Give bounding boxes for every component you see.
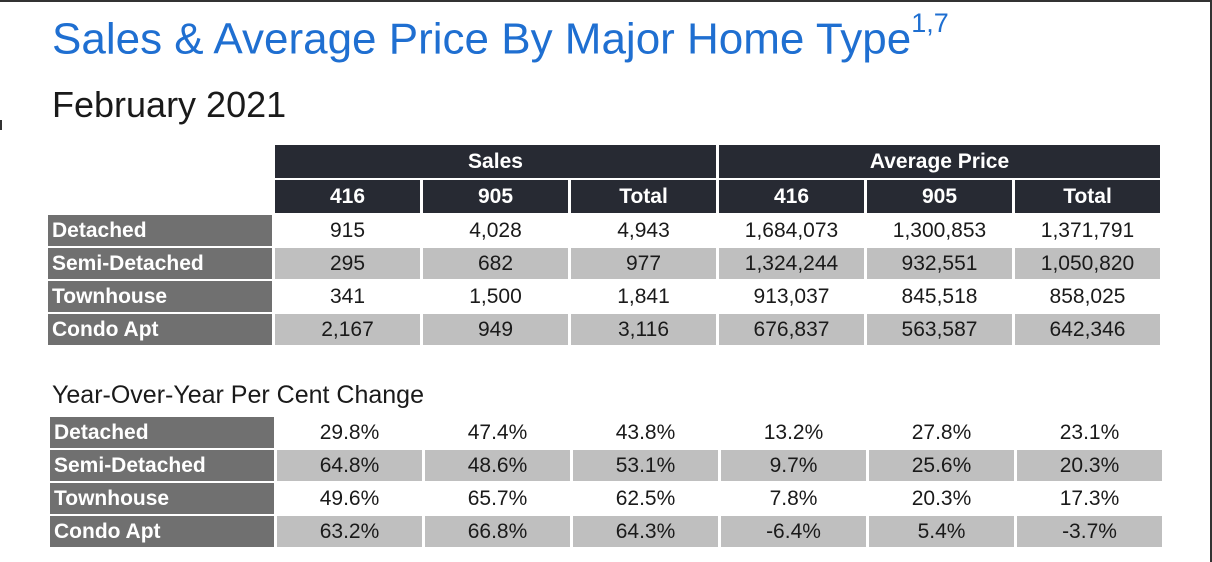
table-row: Townhouse 341 1,500 1,841 913,037 845,51… — [48, 281, 1160, 312]
table-cell: 858,025 — [1049, 285, 1126, 308]
col-header-price-416: 416 — [719, 180, 864, 213]
table-cell: 932,551 — [867, 248, 1012, 279]
row-label: Detached — [50, 417, 274, 448]
table-cell: 20.3% — [911, 487, 972, 510]
col-header-sales-416: 416 — [275, 180, 420, 213]
table-cell: 47.4% — [467, 421, 528, 444]
table-cell: 913,037 — [753, 285, 830, 308]
yoy-section-title: Year-Over-Year Per Cent Change — [52, 381, 424, 409]
table-cell: 49.6% — [319, 487, 380, 510]
table-cell: 23.1% — [1059, 421, 1120, 444]
table-cell: 25.6% — [869, 450, 1014, 481]
table-cell: 1,500 — [469, 285, 522, 308]
table-cell: 62.5% — [615, 487, 676, 510]
table-cell: 949 — [423, 314, 568, 345]
frame-border-tick — [0, 120, 2, 130]
col-header-sales-total: Total — [571, 180, 716, 213]
table-cell: 642,346 — [1015, 314, 1160, 345]
table-cell: 4,028 — [469, 219, 522, 242]
table-cell: 65.7% — [467, 487, 528, 510]
table-cell: 1,684,073 — [744, 219, 839, 242]
table-cell: 2,167 — [275, 314, 420, 345]
row-label: Townhouse — [50, 483, 274, 514]
table-row: Detached 29.8% 47.4% 43.8% 13.2% 27.8% 2… — [50, 417, 1162, 448]
row-label: Townhouse — [48, 281, 272, 312]
table-cell: 64.8% — [277, 450, 422, 481]
table-row: Semi-Detached 64.8% 48.6% 53.1% 9.7% 25.… — [50, 450, 1162, 481]
table-cell: 915 — [329, 219, 366, 242]
row-label: Condo Apt — [50, 516, 274, 547]
table-cell: 64.3% — [573, 516, 718, 547]
table-cell: -6.4% — [721, 516, 866, 547]
sales-price-table: Sales Average Price 416 905 Total 416 90… — [45, 143, 1163, 347]
table-cell: 27.8% — [911, 421, 972, 444]
table-cell: 1,841 — [617, 285, 670, 308]
table-cell: 682 — [423, 248, 568, 279]
table-cell: 563,587 — [867, 314, 1012, 345]
table-cell: 1,324,244 — [719, 248, 864, 279]
table-cell: -3.7% — [1017, 516, 1162, 547]
table-row: Condo Apt 2,167 949 3,116 676,837 563,58… — [48, 314, 1160, 345]
table-row: Semi-Detached 295 682 977 1,324,244 932,… — [48, 248, 1160, 279]
table-cell: 845,518 — [901, 285, 978, 308]
table-cell: 1,300,853 — [892, 219, 987, 242]
table-cell: 9.7% — [721, 450, 866, 481]
table-cell: 53.1% — [573, 450, 718, 481]
table-cell: 48.6% — [425, 450, 570, 481]
row-label: Condo Apt — [48, 314, 272, 345]
average-price-group-header: Average Price — [719, 145, 1160, 178]
header-spacer — [48, 145, 272, 178]
table-cell: 295 — [275, 248, 420, 279]
table-cell: 43.8% — [615, 421, 676, 444]
table-row: Townhouse 49.6% 65.7% 62.5% 7.8% 20.3% 1… — [50, 483, 1162, 514]
table-cell: 17.3% — [1059, 487, 1120, 510]
table-cell: 66.8% — [425, 516, 570, 547]
table-cell: 1,371,791 — [1040, 219, 1135, 242]
row-label: Semi-Detached — [50, 450, 274, 481]
table-cell: 7.8% — [769, 487, 818, 510]
frame-border-top — [0, 0, 1212, 2]
header-spacer — [48, 180, 272, 213]
table-cell: 1,050,820 — [1015, 248, 1160, 279]
table-row: Detached 915 4,028 4,943 1,684,073 1,300… — [48, 215, 1160, 246]
sales-group-header: Sales — [275, 145, 716, 178]
table-cell: 4,943 — [617, 219, 670, 242]
table-cell: 29.8% — [319, 421, 380, 444]
table-cell: 63.2% — [277, 516, 422, 547]
frame-border-right — [1210, 0, 1212, 562]
row-label: Semi-Detached — [48, 248, 272, 279]
page-subtitle: February 2021 — [52, 84, 287, 125]
table-cell: 3,116 — [571, 314, 716, 345]
col-header-price-total: Total — [1015, 180, 1160, 213]
table-cell: 20.3% — [1017, 450, 1162, 481]
table-cell: 5.4% — [869, 516, 1014, 547]
title-text: Sales & Average Price By Major Home Type — [52, 14, 912, 64]
table-cell: 13.2% — [763, 421, 824, 444]
table-cell: 977 — [571, 248, 716, 279]
row-label: Detached — [48, 215, 272, 246]
page-title: Sales & Average Price By Major Home Type… — [52, 8, 949, 65]
table-cell: 676,837 — [719, 314, 864, 345]
yoy-change-table: Detached 29.8% 47.4% 43.8% 13.2% 27.8% 2… — [47, 415, 1165, 549]
col-header-sales-905: 905 — [423, 180, 568, 213]
col-header-price-905: 905 — [867, 180, 1012, 213]
table-row: Condo Apt 63.2% 66.8% 64.3% -6.4% 5.4% -… — [50, 516, 1162, 547]
table-cell: 341 — [329, 285, 366, 308]
title-footnote: 1,7 — [911, 8, 949, 38]
